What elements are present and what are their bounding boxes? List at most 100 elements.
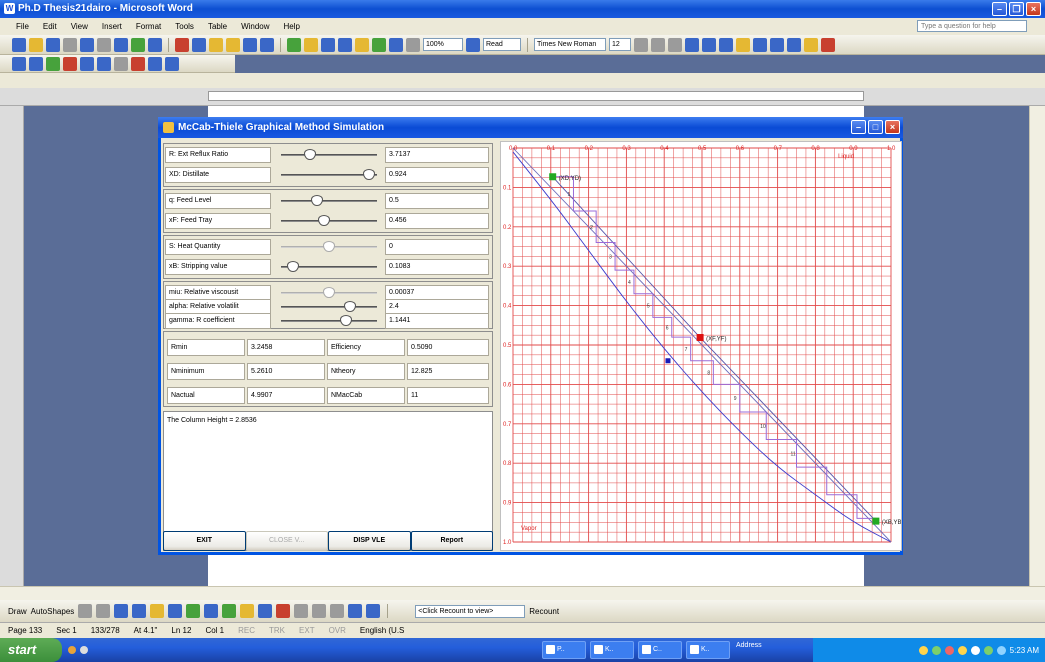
columns-icon[interactable]	[355, 37, 369, 52]
tray-icon[interactable]	[996, 645, 1006, 655]
show-hide-icon[interactable]	[406, 37, 420, 52]
print-icon[interactable]	[97, 37, 111, 52]
tray-icon[interactable]	[944, 645, 954, 655]
menu-table[interactable]: Table	[207, 22, 228, 31]
parameter-value-input[interactable]: 0.924	[385, 167, 489, 183]
bullets-icon[interactable]	[787, 37, 801, 52]
review-icon[interactable]	[29, 56, 43, 71]
output-text-area[interactable]: The Column Height = 2.8536	[163, 411, 493, 551]
parameter-value-input[interactable]: 1.1441	[385, 313, 489, 329]
menu-format[interactable]: Format	[135, 22, 162, 31]
line-style-icon[interactable]	[294, 604, 309, 618]
horizontal-ruler[interactable]	[0, 88, 1045, 106]
spelling-icon[interactable]	[131, 37, 145, 52]
horizontal-scrollbar[interactable]	[0, 586, 1045, 600]
quicklaunch-icon[interactable]	[68, 646, 76, 654]
bold-icon[interactable]	[634, 37, 648, 52]
parameter-slider[interactable]	[281, 169, 377, 180]
font-color-icon[interactable]	[276, 604, 291, 618]
menu-file[interactable]: File	[16, 22, 29, 31]
underline-icon[interactable]	[668, 37, 682, 52]
read-button[interactable]: Read	[483, 38, 521, 51]
recount-button[interactable]: Recount	[529, 606, 560, 616]
help-icon[interactable]	[466, 37, 480, 52]
3d-icon[interactable]	[366, 604, 381, 618]
menu-help[interactable]: Help	[283, 22, 300, 31]
font-size-select[interactable]: 12	[609, 38, 631, 51]
menu-insert[interactable]: Insert	[101, 22, 122, 31]
diagram-icon[interactable]	[186, 604, 201, 618]
status-trk[interactable]: TRK	[269, 626, 286, 635]
fill-color-icon[interactable]	[240, 604, 255, 618]
status-ovr[interactable]: OVR	[328, 626, 346, 635]
help-search-input[interactable]: Type a question for help	[917, 20, 1027, 32]
parameter-value-input[interactable]: 0	[385, 239, 489, 255]
line-spacing-icon[interactable]	[753, 37, 767, 52]
report-button[interactable]: Report	[410, 531, 493, 551]
slider-thumb[interactable]	[311, 195, 324, 206]
task-button[interactable]: P..	[542, 641, 586, 659]
align-right-icon[interactable]	[719, 37, 733, 52]
minimize-icon[interactable]: –	[992, 2, 1007, 16]
close-view-button[interactable]: CLOSE V...	[245, 531, 328, 551]
insert-table-icon[interactable]	[321, 37, 335, 52]
draw-menu[interactable]: Draw	[8, 606, 27, 616]
review-icon[interactable]	[46, 56, 60, 71]
close-icon[interactable]: ×	[885, 120, 900, 134]
new-icon[interactable]	[12, 37, 26, 52]
copy-icon[interactable]	[192, 37, 206, 52]
parameter-slider[interactable]	[281, 149, 377, 160]
parameter-slider[interactable]	[281, 301, 377, 312]
font-select[interactable]: Times New Roman	[534, 38, 606, 51]
menu-edit[interactable]: Edit	[42, 22, 57, 31]
review-icon[interactable]	[12, 56, 26, 71]
parameter-value-input[interactable]: 0.456	[385, 213, 489, 229]
highlight-icon[interactable]	[804, 37, 818, 52]
print-preview-icon[interactable]	[114, 37, 128, 52]
slider-thumb[interactable]	[363, 169, 376, 180]
zoom-select[interactable]: 100%	[423, 38, 463, 51]
cut-icon[interactable]	[175, 37, 189, 52]
slider-thumb[interactable]	[318, 215, 331, 226]
tables-borders-icon[interactable]	[304, 37, 318, 52]
tray-icon[interactable]	[931, 645, 941, 655]
vertical-scrollbar[interactable]	[1029, 106, 1045, 586]
task-button[interactable]: K..	[686, 641, 730, 659]
parameter-slider[interactable]	[281, 315, 377, 326]
arrow-style-icon[interactable]	[330, 604, 345, 618]
task-button[interactable]: C..	[638, 641, 682, 659]
clipart-icon[interactable]	[204, 604, 219, 618]
align-center-icon[interactable]	[702, 37, 716, 52]
arrow-icon[interactable]	[96, 604, 111, 618]
disp-vle-button[interactable]: DISP VLE	[328, 531, 411, 551]
parameter-slider[interactable]	[281, 287, 377, 298]
quicklaunch-icon[interactable]	[80, 646, 88, 654]
line-icon[interactable]	[78, 604, 93, 618]
shadow-icon[interactable]	[348, 604, 363, 618]
tray-icon[interactable]	[983, 645, 993, 655]
slider-thumb[interactable]	[323, 241, 335, 252]
close-icon[interactable]: ×	[1026, 2, 1041, 16]
parameter-value-input[interactable]: 0.1083	[385, 259, 489, 275]
vertical-ruler[interactable]	[0, 106, 24, 586]
font-color-icon[interactable]	[821, 37, 835, 52]
minimize-icon[interactable]: –	[851, 120, 866, 134]
menu-tools[interactable]: Tools	[175, 22, 194, 31]
maximize-icon[interactable]: □	[868, 120, 883, 134]
justify-icon[interactable]	[736, 37, 750, 52]
status-rec[interactable]: REC	[238, 626, 256, 635]
review-icon[interactable]	[97, 56, 111, 71]
undo-icon[interactable]	[243, 37, 257, 52]
slider-thumb[interactable]	[344, 301, 357, 312]
hyperlink-icon[interactable]	[287, 37, 301, 52]
oval-icon[interactable]	[132, 604, 147, 618]
task-button[interactable]: K..	[590, 641, 634, 659]
parameter-slider[interactable]	[281, 215, 377, 226]
slider-thumb[interactable]	[323, 287, 335, 298]
review-icon[interactable]	[80, 56, 94, 71]
research-icon[interactable]	[148, 37, 162, 52]
status-ext[interactable]: EXT	[299, 626, 315, 635]
menu-window[interactable]: Window	[241, 22, 270, 31]
review-icon[interactable]	[148, 56, 162, 71]
tray-icon[interactable]	[918, 645, 928, 655]
